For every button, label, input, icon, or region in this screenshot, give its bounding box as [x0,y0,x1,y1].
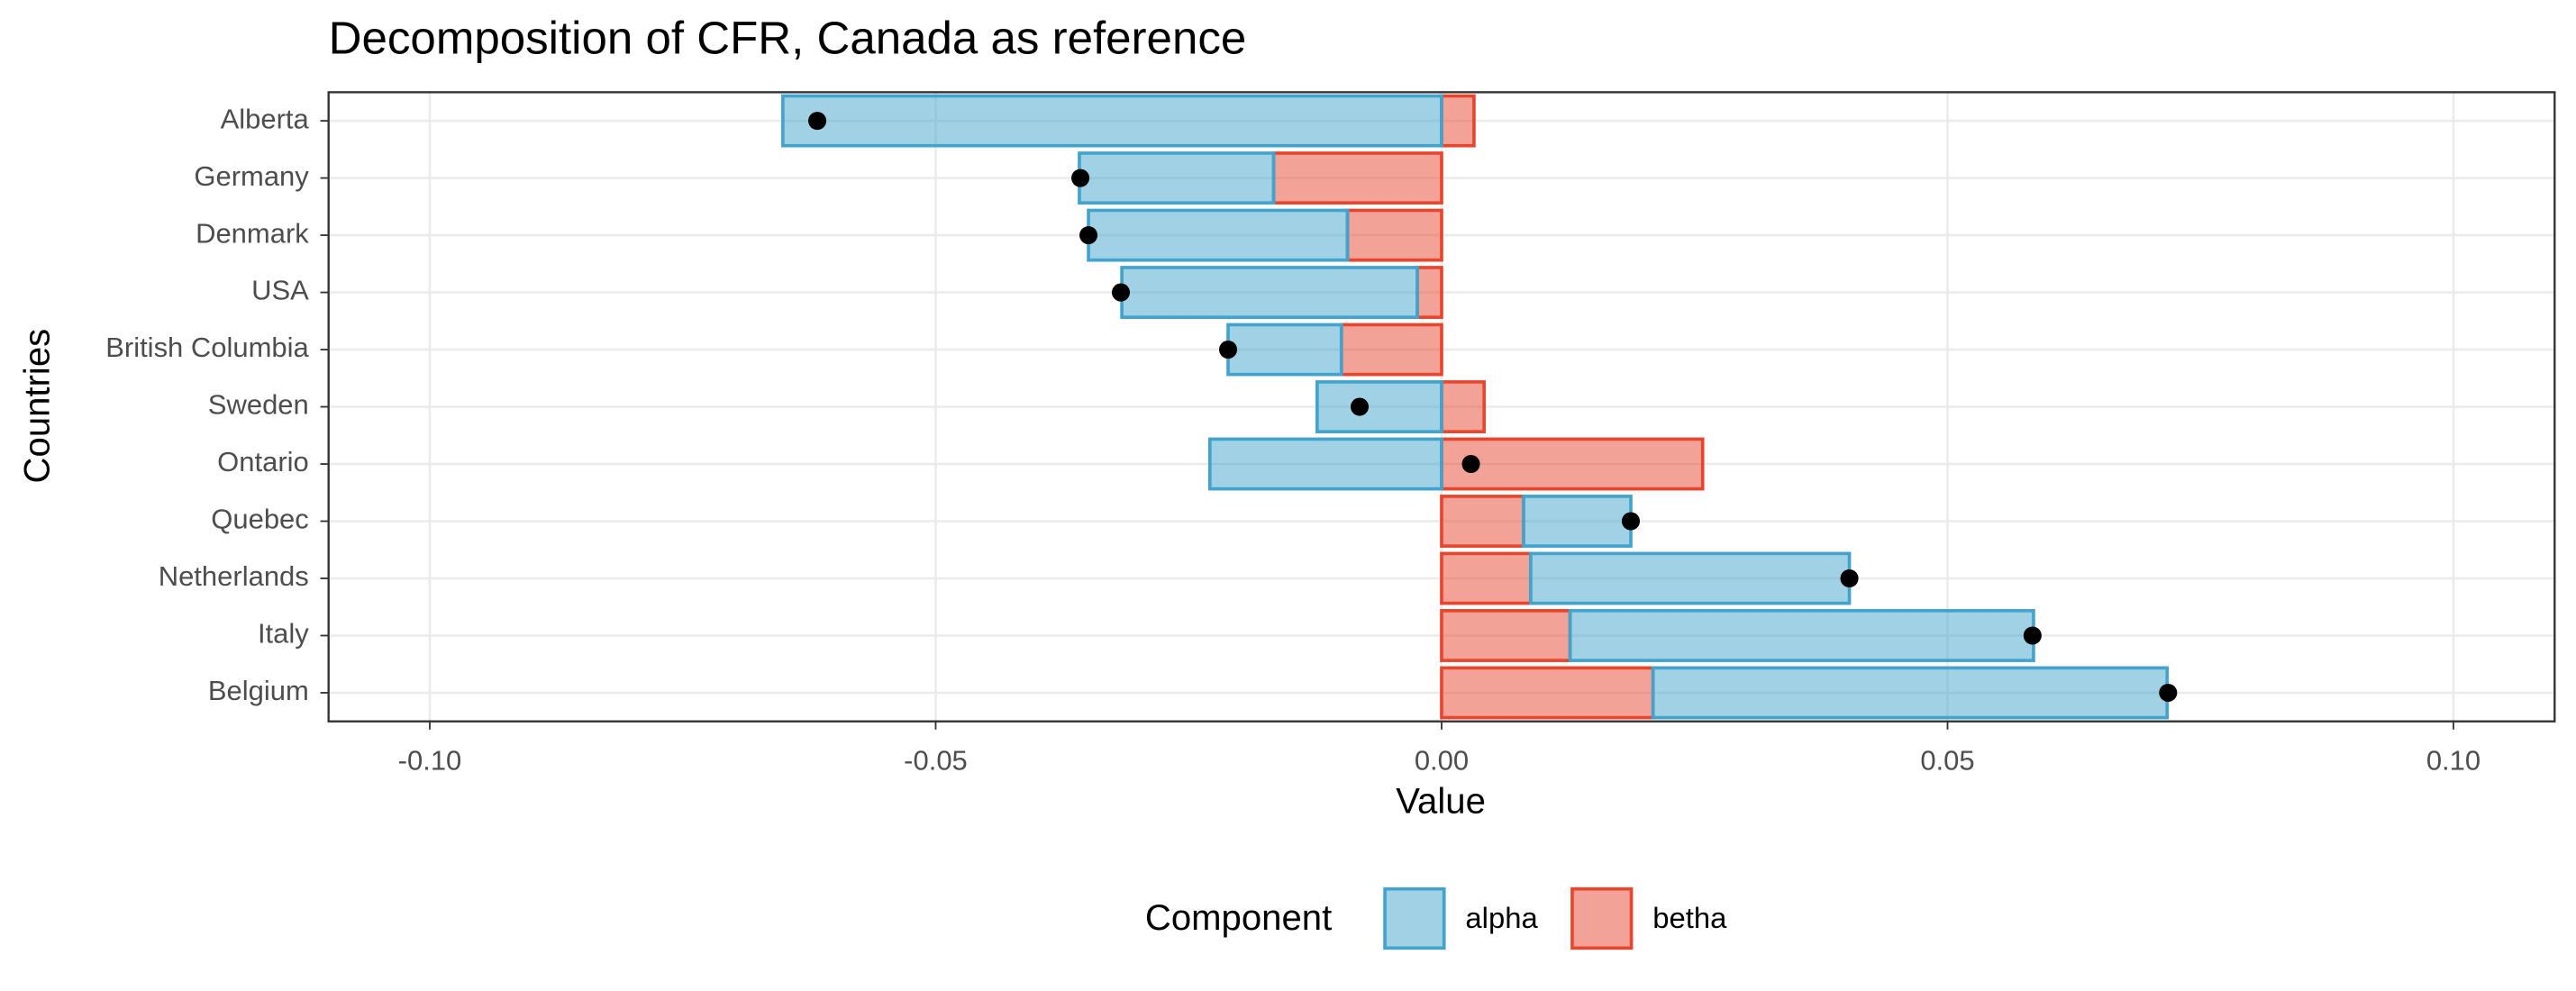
bar [1226,323,1343,377]
y-tick-label: Italy [258,618,309,650]
y-tick-label: Sweden [208,389,309,421]
legend-label: betha [1652,901,1727,934]
total-point [1218,341,1238,359]
bar [1440,94,1476,148]
total-point [1079,226,1098,245]
total-point [2159,683,2178,702]
total-point [1111,283,1131,302]
bar [1522,495,1633,548]
bar [1440,495,1525,548]
y-tick-label: USA [251,275,309,306]
y-tick-label: Netherlands [159,560,309,592]
total-point [1350,397,1370,416]
bar [1440,609,1572,662]
legend-key [1383,886,1446,950]
y-tick-label: Denmark [196,217,309,249]
y-tick-label: Quebec [211,504,309,535]
legend-key [1570,886,1634,950]
legend-title: Component [1145,898,1332,938]
bar [1339,323,1443,377]
bar [781,94,1443,148]
bar [1568,609,2035,662]
plot-border [327,91,2556,723]
y-tick-label: Ontario [217,446,309,477]
x-tick-label: 0.05 [1920,744,1974,776]
bar [1345,208,1443,262]
bar [1271,151,1443,205]
total-point [1461,454,1480,474]
y-tick-label: Belgium [208,675,309,706]
bar [1207,437,1443,491]
bar [1120,266,1419,320]
bar [1078,151,1276,205]
y-tick-label: Alberta [221,103,310,134]
chart-title: Decomposition of CFR, Canada as referenc… [329,12,1247,63]
y-tick-label: Germany [194,160,309,192]
bar [1440,380,1486,433]
bar [1087,208,1350,262]
bar [1440,551,1533,605]
total-point [1621,512,1641,531]
x-tick-label: -0.05 [904,744,968,776]
total-point [1840,568,1859,588]
y-tick-label: British Columbia [105,332,309,363]
bar [1440,666,1655,720]
bar [1528,551,1852,605]
total-point [1071,168,1090,187]
bar [1315,380,1443,433]
y-axis-title: Countries [17,329,57,484]
x-tick-label: 0.10 [2426,744,2480,776]
total-point [808,112,827,131]
total-point [2023,626,2042,645]
x-tick-label: -0.10 [398,744,462,776]
x-axis-title: Value [1396,781,1486,821]
x-tick-label: 0.00 [1415,744,1469,776]
bar [1415,266,1443,320]
bar [1651,666,2170,720]
legend-label: alpha [1465,901,1538,934]
bar [1440,437,1705,491]
